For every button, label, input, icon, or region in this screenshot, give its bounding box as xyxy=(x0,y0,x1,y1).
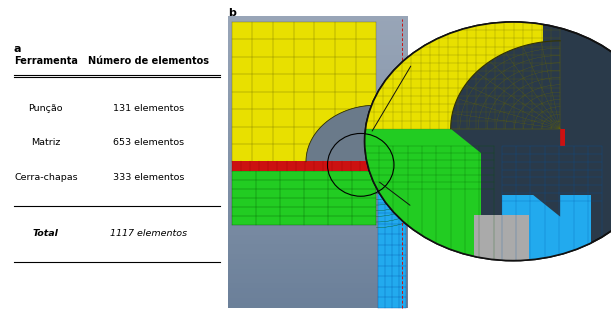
Bar xyxy=(228,288,408,293)
Bar xyxy=(228,16,408,21)
Bar xyxy=(228,210,408,215)
Bar xyxy=(228,55,408,60)
Bar xyxy=(228,230,408,235)
Bar xyxy=(228,50,408,55)
Bar xyxy=(228,181,408,186)
Bar xyxy=(228,235,408,240)
Bar xyxy=(232,171,376,225)
Polygon shape xyxy=(451,41,560,217)
Text: 333 elementos: 333 elementos xyxy=(113,173,185,182)
Bar xyxy=(228,279,408,283)
Bar xyxy=(228,84,408,89)
Bar xyxy=(228,244,408,249)
Bar xyxy=(228,45,408,50)
Bar xyxy=(228,142,408,147)
Text: b: b xyxy=(228,8,236,18)
Bar xyxy=(228,273,408,279)
Bar xyxy=(228,259,408,264)
Bar xyxy=(228,74,408,79)
Text: a: a xyxy=(13,44,21,54)
Bar xyxy=(365,9,543,129)
Bar xyxy=(228,283,408,288)
Text: 131 elementos: 131 elementos xyxy=(114,104,185,113)
Bar xyxy=(365,129,480,261)
Bar xyxy=(228,293,408,298)
Bar xyxy=(228,64,408,69)
Text: Punção: Punção xyxy=(29,104,63,113)
Bar xyxy=(228,269,408,273)
Bar xyxy=(228,103,408,108)
Bar xyxy=(228,99,408,103)
Bar xyxy=(228,59,408,64)
Bar xyxy=(228,128,408,133)
Bar xyxy=(365,129,565,146)
Text: Total: Total xyxy=(33,230,59,238)
Bar xyxy=(228,108,408,113)
Bar xyxy=(228,220,408,225)
Bar xyxy=(228,89,408,94)
Bar xyxy=(228,298,408,303)
Bar xyxy=(228,196,408,201)
Bar xyxy=(228,113,408,118)
Bar xyxy=(228,162,408,166)
Bar xyxy=(228,35,408,40)
Bar xyxy=(228,25,408,30)
Text: Ferramenta: Ferramenta xyxy=(14,56,78,66)
Bar xyxy=(228,40,408,45)
Bar xyxy=(228,264,408,269)
Bar xyxy=(228,303,408,308)
Bar xyxy=(232,22,376,162)
Bar xyxy=(378,171,406,308)
Text: 653 elementos: 653 elementos xyxy=(114,138,185,147)
Bar xyxy=(228,69,408,74)
Bar xyxy=(228,176,408,181)
Bar xyxy=(228,152,408,157)
Bar xyxy=(228,171,408,176)
Bar xyxy=(228,254,408,259)
Bar xyxy=(228,123,408,127)
Bar xyxy=(232,161,406,171)
Bar xyxy=(228,186,408,191)
Bar xyxy=(502,195,591,261)
Text: Matriz: Matriz xyxy=(31,138,60,147)
Text: Cerra-chapas: Cerra-chapas xyxy=(14,173,78,182)
Text: Número de elementos: Número de elementos xyxy=(89,56,210,66)
Bar xyxy=(474,215,529,261)
Bar xyxy=(228,249,408,254)
Bar xyxy=(228,215,408,220)
Bar xyxy=(228,94,408,98)
Bar xyxy=(228,191,408,196)
Bar xyxy=(228,138,408,142)
Bar xyxy=(228,225,408,230)
Bar xyxy=(228,118,408,123)
Bar xyxy=(228,21,408,25)
Text: 1117 elementos: 1117 elementos xyxy=(111,230,188,238)
Polygon shape xyxy=(306,105,376,218)
Bar xyxy=(228,157,408,162)
Circle shape xyxy=(365,22,611,261)
Bar xyxy=(228,240,408,244)
Bar xyxy=(228,166,408,171)
Bar xyxy=(228,206,408,210)
Bar xyxy=(228,79,408,84)
Bar xyxy=(228,147,408,152)
Bar xyxy=(228,201,408,206)
Bar xyxy=(228,30,408,35)
Bar xyxy=(228,133,408,138)
